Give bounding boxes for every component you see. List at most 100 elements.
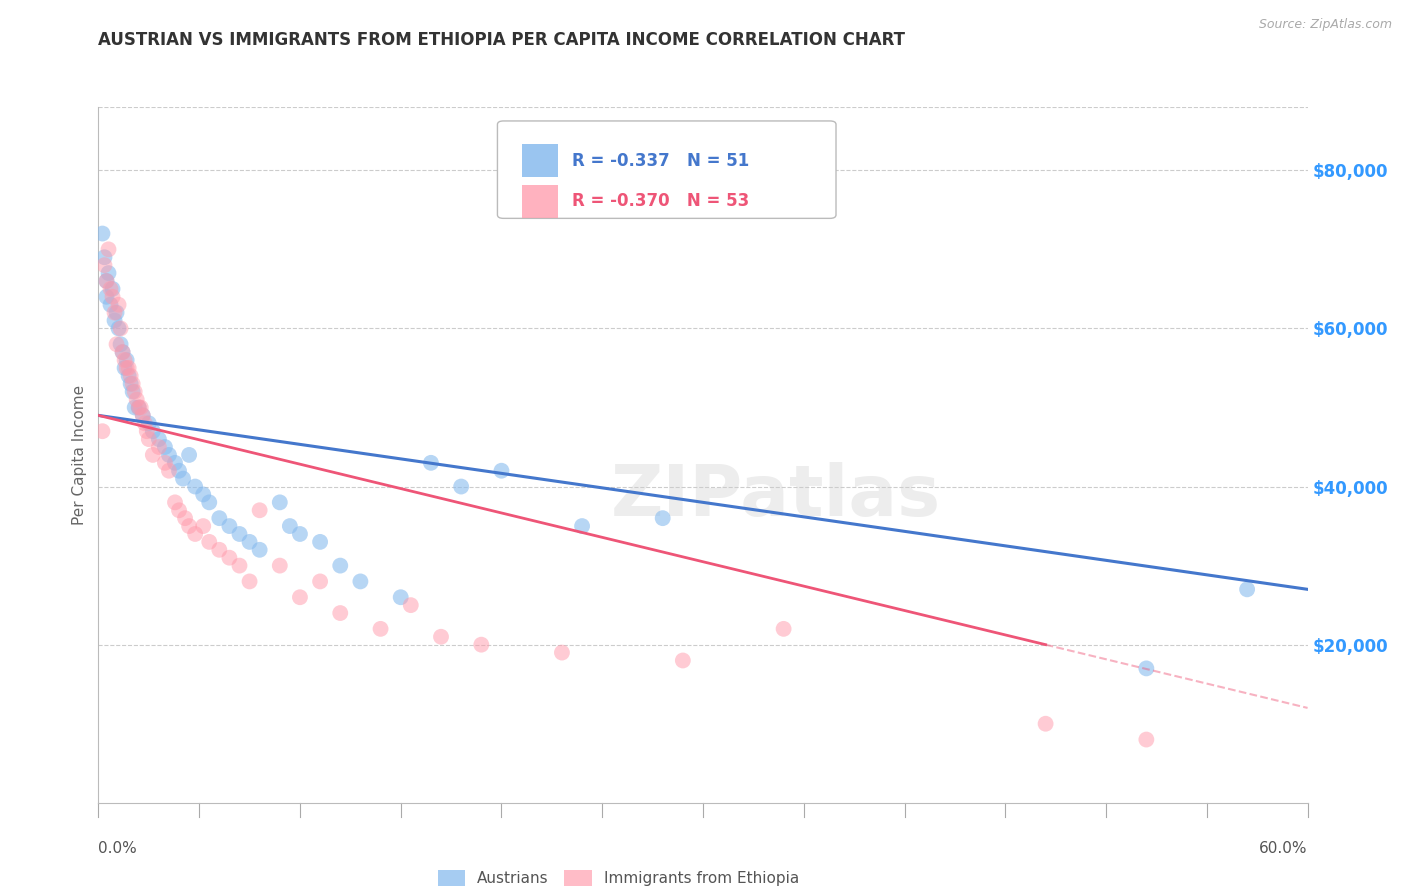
Point xyxy=(120,376,142,391)
Point xyxy=(91,227,114,241)
Point xyxy=(491,464,513,478)
Point xyxy=(288,527,311,541)
Point xyxy=(129,401,152,415)
Point xyxy=(114,361,136,376)
Point xyxy=(349,574,371,589)
Point xyxy=(1135,661,1157,675)
Point xyxy=(128,401,150,415)
Point xyxy=(118,361,141,376)
Point xyxy=(101,282,124,296)
Point xyxy=(571,519,593,533)
Point xyxy=(124,401,146,415)
Point xyxy=(450,479,472,493)
Point xyxy=(153,456,176,470)
Point xyxy=(208,542,231,557)
Point xyxy=(93,250,115,264)
Point xyxy=(157,464,180,478)
Point xyxy=(269,558,291,573)
Point xyxy=(100,298,122,312)
Point xyxy=(105,337,128,351)
Point xyxy=(163,456,186,470)
Point xyxy=(184,527,207,541)
FancyBboxPatch shape xyxy=(498,121,837,219)
Text: 60.0%: 60.0% xyxy=(1260,841,1308,856)
Point xyxy=(142,424,165,438)
Point xyxy=(174,511,197,525)
Text: AUSTRIAN VS IMMIGRANTS FROM ETHIOPIA PER CAPITA INCOME CORRELATION CHART: AUSTRIAN VS IMMIGRANTS FROM ETHIOPIA PER… xyxy=(98,31,905,49)
Point xyxy=(198,495,221,509)
Point xyxy=(1035,716,1057,731)
Point xyxy=(97,243,120,257)
Point xyxy=(249,542,271,557)
Point xyxy=(105,305,128,319)
Point xyxy=(125,392,148,407)
Point xyxy=(135,424,157,438)
Point xyxy=(132,409,155,423)
Point xyxy=(96,274,118,288)
Point xyxy=(111,345,134,359)
Point xyxy=(100,282,122,296)
Point xyxy=(551,646,574,660)
Y-axis label: Per Capita Income: Per Capita Income xyxy=(72,384,87,525)
Point xyxy=(288,591,311,605)
Text: R = -0.370   N = 53: R = -0.370 N = 53 xyxy=(572,193,749,211)
Point xyxy=(179,448,201,462)
Point xyxy=(218,550,240,565)
Point xyxy=(111,345,134,359)
Point xyxy=(1135,732,1157,747)
Point xyxy=(309,574,332,589)
Point xyxy=(93,258,115,272)
Point xyxy=(134,417,156,431)
Point xyxy=(1236,582,1258,597)
Point xyxy=(430,630,453,644)
Point xyxy=(132,409,155,423)
Point xyxy=(228,527,250,541)
Text: ZIPatlas: ZIPatlas xyxy=(610,462,941,531)
Point xyxy=(269,495,291,509)
Point xyxy=(239,574,262,589)
Point xyxy=(138,432,160,446)
Point xyxy=(420,456,443,470)
Legend: Austrians, Immigrants from Ethiopia: Austrians, Immigrants from Ethiopia xyxy=(432,864,806,892)
Point xyxy=(107,298,129,312)
Point xyxy=(110,337,132,351)
Point xyxy=(389,591,412,605)
Text: R = -0.337   N = 51: R = -0.337 N = 51 xyxy=(572,152,749,169)
Point xyxy=(115,353,138,368)
Point xyxy=(278,519,301,533)
Point xyxy=(329,558,352,573)
Point xyxy=(96,274,118,288)
Bar xyxy=(522,144,558,178)
Point xyxy=(138,417,160,431)
Point xyxy=(193,519,215,533)
Text: Source: ZipAtlas.com: Source: ZipAtlas.com xyxy=(1258,18,1392,31)
Point xyxy=(163,495,186,509)
Point xyxy=(309,535,332,549)
Point xyxy=(218,519,240,533)
Point xyxy=(153,440,176,454)
Point xyxy=(103,305,125,319)
Point xyxy=(179,519,201,533)
Point xyxy=(121,384,143,399)
Point xyxy=(103,313,125,327)
Point xyxy=(128,401,150,415)
Point xyxy=(115,361,138,376)
Point xyxy=(107,321,129,335)
Point xyxy=(329,606,352,620)
Point xyxy=(399,598,422,612)
Point xyxy=(148,440,170,454)
Point xyxy=(118,368,141,383)
Point xyxy=(167,503,190,517)
Point xyxy=(370,622,392,636)
Point xyxy=(198,535,221,549)
Point xyxy=(96,290,118,304)
Point xyxy=(184,479,207,493)
Point xyxy=(470,638,492,652)
Point xyxy=(148,432,170,446)
Point xyxy=(208,511,231,525)
Point xyxy=(110,321,132,335)
Point xyxy=(172,472,194,486)
Point xyxy=(157,448,180,462)
Point xyxy=(167,464,190,478)
Point xyxy=(142,448,165,462)
